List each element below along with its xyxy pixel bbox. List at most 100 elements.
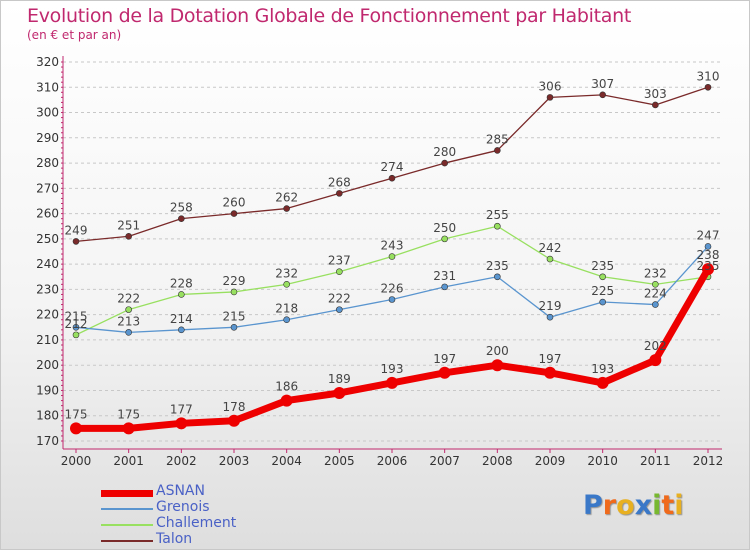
data-label-talon: 258 — [170, 201, 193, 215]
data-label-asnan: 193 — [381, 362, 404, 376]
data-labels: 249 251 258 260 262 268 274 280 285 306 307 303 310 2… — [65, 69, 720, 421]
data-point-grenois — [704, 243, 712, 250]
x-tick-label: 2011 — [640, 454, 671, 468]
data-point-talon — [494, 147, 501, 154]
data-label-grenois: 219 — [539, 299, 562, 313]
grid-lines — [63, 61, 722, 442]
data-label-talon: 285 — [486, 132, 509, 146]
data-point-asnan — [333, 386, 346, 399]
data-point-talon — [652, 101, 659, 109]
data-point-asnan — [596, 376, 609, 389]
data-label-challement: 232 — [275, 266, 298, 280]
data-point-talon — [336, 190, 343, 197]
y-tick-label: 270 — [36, 181, 59, 195]
data-point-talon — [388, 174, 396, 182]
axes: 170 180 190 200 210 220 230 240 250 260 270 280 290 3… — [36, 55, 723, 468]
data-point-asnan — [280, 394, 293, 407]
x-tick-label: 2001 — [113, 454, 144, 468]
data-label-challement: 212 — [65, 317, 88, 331]
data-point-talon — [546, 94, 554, 101]
x-tick-label: 2008 — [482, 454, 513, 468]
y-tick-label: 210 — [36, 333, 59, 347]
data-point-asnan — [438, 366, 451, 379]
data-label-talon: 306 — [539, 79, 562, 93]
data-label-grenois: 235 — [486, 259, 509, 273]
x-tick-label: 2012 — [693, 454, 724, 468]
data-label-asnan: 197 — [433, 352, 456, 366]
data-label-challement: 237 — [328, 254, 351, 268]
y-tick-label: 200 — [36, 358, 59, 372]
x-tick-label: 2006 — [377, 454, 408, 468]
legend-label-grenois: Grenois — [156, 499, 210, 515]
x-tick-label: 2004 — [271, 454, 302, 468]
data-point-talon — [72, 238, 80, 245]
data-label-asnan: 193 — [591, 362, 614, 376]
data-point-talon — [283, 205, 290, 212]
data-label-asnan: 238 — [697, 248, 720, 262]
legend: ASNAN Grenois Challement Talon — [101, 483, 341, 549]
data-label-talon: 249 — [65, 223, 88, 237]
legend-swatch-challement — [101, 524, 153, 526]
data-label-asnan: 186 — [275, 380, 298, 394]
data-point-grenois — [72, 323, 80, 331]
data-label-talon: 268 — [328, 175, 351, 189]
data-point-asnan — [544, 366, 556, 379]
legend-label-challement: Challement — [156, 515, 237, 531]
data-label-challement: 242 — [539, 241, 562, 255]
data-label-grenois: 231 — [433, 269, 456, 283]
data-label-challement: 232 — [644, 266, 667, 280]
data-label-talon: 251 — [117, 218, 140, 232]
data-point-challement — [178, 291, 185, 298]
y-tick-label: 230 — [36, 282, 59, 296]
y-tick-label: 190 — [36, 383, 59, 397]
y-tick-label: 240 — [36, 257, 59, 271]
data-label-grenois: 225 — [591, 284, 614, 298]
data-label-asnan: 197 — [539, 352, 562, 366]
data-label-grenois: 215 — [223, 309, 246, 323]
proxiti-logo: Proxiti — [583, 490, 684, 521]
data-point-challement — [125, 306, 132, 313]
data-point-challement — [336, 268, 343, 276]
data-label-challement: 235 — [591, 259, 614, 273]
x-tick-label: 2003 — [219, 454, 250, 468]
y-tick-label: 170 — [36, 434, 59, 448]
data-label-grenois: 226 — [381, 282, 404, 296]
data-point-challement — [230, 288, 238, 296]
data-point-talon — [230, 210, 238, 217]
data-point-grenois — [546, 313, 554, 321]
series-lines — [70, 83, 714, 435]
data-point-challement — [546, 255, 554, 263]
data-label-grenois: 247 — [697, 228, 720, 242]
x-tick-label: 2002 — [166, 454, 197, 468]
data-label-talon: 280 — [433, 145, 456, 159]
y-tick-label: 300 — [36, 106, 59, 120]
y-tick-label: 320 — [36, 55, 59, 69]
data-point-challement — [283, 281, 290, 288]
data-point-asnan — [70, 422, 82, 435]
data-label-challement: 243 — [381, 239, 404, 253]
data-label-challement: 235 — [697, 259, 720, 273]
data-point-asnan — [175, 417, 188, 430]
data-point-grenois — [230, 323, 238, 331]
data-label-grenois: 222 — [328, 292, 351, 306]
data-label-talon: 310 — [697, 69, 720, 83]
data-point-talon — [178, 215, 185, 222]
x-tick-label: 2010 — [587, 454, 618, 468]
data-label-challement: 222 — [117, 292, 140, 306]
data-point-asnan — [386, 376, 398, 389]
data-label-asnan: 178 — [223, 400, 246, 414]
data-label-asnan: 200 — [486, 344, 509, 358]
data-label-asnan: 175 — [65, 407, 88, 421]
data-label-talon: 303 — [644, 87, 667, 101]
legend-item-asnan: ASNAN — [101, 483, 341, 501]
x-tick-label: 2005 — [324, 454, 355, 468]
data-label-challement: 250 — [433, 221, 456, 235]
legend-swatch-asnan — [101, 489, 153, 497]
data-label-grenois: 213 — [117, 314, 140, 328]
chart-subtitle: (en € et par an) — [27, 28, 122, 42]
data-label-talon: 307 — [591, 77, 614, 91]
data-label-asnan: 189 — [328, 372, 351, 386]
x-tick-label: 2000 — [61, 454, 92, 468]
